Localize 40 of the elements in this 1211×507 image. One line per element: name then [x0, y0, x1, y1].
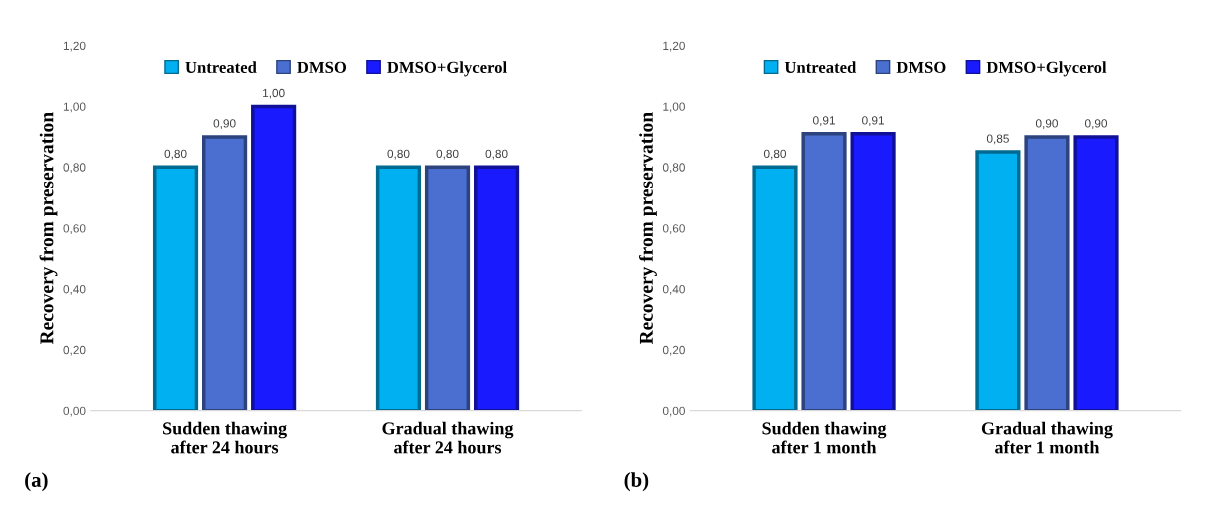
x-tick-label: Sudden thawing after 1 month	[762, 421, 887, 454]
y-tick-label: 1,20	[63, 41, 86, 52]
y-tick-label: 0,00	[662, 406, 685, 417]
data-label: 0,91	[813, 116, 835, 126]
legend-label: Untreated	[784, 61, 857, 73]
data-label: 0,90	[1035, 119, 1058, 130]
legend-label: DMSO	[297, 61, 347, 73]
data-label: 0,90	[213, 119, 236, 130]
x-tick-label: Gradual thawing after 24 hours	[382, 421, 514, 454]
legend-label: Untreated	[185, 61, 257, 73]
data-label: 0,80	[763, 149, 787, 160]
y-tick-label: 0,80	[63, 163, 86, 174]
y-tick-label: 0,20	[662, 345, 685, 356]
x-tick-label: Sudden thawing after 24 hours	[163, 421, 287, 454]
y-axis-title: Recovery from preservation	[638, 112, 657, 345]
y-tick-label: 0,80	[662, 163, 685, 174]
y-tick-label: 0,40	[63, 285, 86, 295]
data-label: 0,80	[387, 149, 410, 160]
x-tick-label: Gradual thawing after 1 month	[981, 421, 1113, 454]
y-tick-label: 1,00	[663, 102, 685, 113]
y-tick-label: 0,20	[63, 345, 86, 356]
data-label: 1,00	[263, 88, 285, 99]
y-tick-label: 1,00	[63, 102, 86, 113]
data-label: 0,80	[164, 149, 187, 160]
y-tick-label: 0,60	[662, 224, 685, 234]
y-tick-label: 0,40	[662, 285, 685, 295]
text: (a)	[25, 472, 48, 492]
y-tick-label: 0,60	[63, 224, 86, 234]
data-label: 0,91	[862, 116, 884, 126]
data-label: 0,85	[986, 134, 1009, 145]
y-tick-label: 1,20	[663, 41, 685, 52]
data-label: 0,90	[1084, 119, 1108, 130]
data-label: 0,80	[485, 149, 508, 160]
y-axis-title: Recovery from preservation	[39, 112, 58, 345]
y-tick-label: 0,00	[63, 406, 86, 417]
legend-label: DMSO+Glycerol	[387, 61, 507, 77]
text: (b)	[624, 472, 649, 492]
legend-label: DMSO+Glycerol	[986, 61, 1107, 77]
data-label: 0,80	[436, 149, 459, 160]
legend-label: DMSO	[896, 61, 946, 73]
